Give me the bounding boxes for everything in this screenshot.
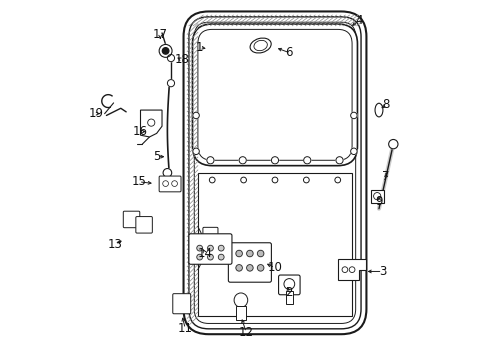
Text: 12: 12 <box>238 326 253 339</box>
Circle shape <box>271 157 278 164</box>
Circle shape <box>240 177 246 183</box>
Circle shape <box>218 254 224 260</box>
Ellipse shape <box>249 38 271 53</box>
Bar <box>235 306 246 320</box>
Circle shape <box>350 112 356 119</box>
FancyBboxPatch shape <box>172 294 190 314</box>
Polygon shape <box>140 110 162 137</box>
Circle shape <box>218 245 224 251</box>
Bar <box>198 173 351 316</box>
Text: 7: 7 <box>382 170 389 183</box>
Circle shape <box>206 157 214 164</box>
FancyBboxPatch shape <box>370 190 383 203</box>
Ellipse shape <box>234 293 247 307</box>
Circle shape <box>271 177 277 183</box>
Circle shape <box>334 177 340 183</box>
FancyBboxPatch shape <box>183 12 366 334</box>
Text: 6: 6 <box>285 46 292 59</box>
Circle shape <box>196 245 202 251</box>
Text: 4: 4 <box>355 14 362 27</box>
Circle shape <box>335 157 343 164</box>
FancyBboxPatch shape <box>198 30 351 160</box>
FancyBboxPatch shape <box>228 243 271 282</box>
Circle shape <box>303 157 310 164</box>
FancyBboxPatch shape <box>192 24 357 166</box>
Circle shape <box>192 112 199 119</box>
Circle shape <box>209 177 215 183</box>
FancyBboxPatch shape <box>188 17 360 329</box>
Circle shape <box>257 265 264 271</box>
FancyBboxPatch shape <box>188 234 231 264</box>
Circle shape <box>246 265 253 271</box>
Text: 13: 13 <box>108 238 122 251</box>
Text: 14: 14 <box>197 247 212 260</box>
Text: 8: 8 <box>382 98 389 111</box>
Circle shape <box>235 265 242 271</box>
Circle shape <box>207 245 213 251</box>
Circle shape <box>196 254 202 260</box>
Circle shape <box>167 80 174 87</box>
Circle shape <box>350 148 356 154</box>
Circle shape <box>159 44 172 57</box>
Circle shape <box>162 48 168 54</box>
Circle shape <box>167 54 174 62</box>
Circle shape <box>207 254 213 260</box>
Ellipse shape <box>253 40 267 51</box>
Circle shape <box>388 139 397 149</box>
Text: 19: 19 <box>88 107 103 120</box>
Circle shape <box>235 250 242 257</box>
Text: 10: 10 <box>267 261 282 274</box>
Polygon shape <box>337 259 366 280</box>
Ellipse shape <box>374 103 382 117</box>
Circle shape <box>192 148 199 154</box>
Text: 16: 16 <box>133 125 148 138</box>
Text: 3: 3 <box>378 265 386 278</box>
Text: 15: 15 <box>131 175 146 188</box>
Text: 2: 2 <box>285 287 292 300</box>
Text: 17: 17 <box>152 28 167 41</box>
Circle shape <box>239 157 246 164</box>
FancyBboxPatch shape <box>123 211 140 228</box>
Circle shape <box>284 279 294 289</box>
Text: 11: 11 <box>178 322 192 335</box>
Text: 9: 9 <box>374 195 382 208</box>
Text: 1: 1 <box>196 41 203 54</box>
Circle shape <box>163 168 171 177</box>
Text: 5: 5 <box>153 150 160 163</box>
Circle shape <box>303 177 308 183</box>
Text: 18: 18 <box>174 53 189 66</box>
FancyBboxPatch shape <box>136 217 152 233</box>
FancyBboxPatch shape <box>159 176 181 192</box>
FancyBboxPatch shape <box>278 275 300 295</box>
Bar <box>285 291 292 304</box>
FancyBboxPatch shape <box>203 227 218 240</box>
FancyBboxPatch shape <box>194 22 355 323</box>
Circle shape <box>257 250 264 257</box>
Circle shape <box>246 250 253 257</box>
